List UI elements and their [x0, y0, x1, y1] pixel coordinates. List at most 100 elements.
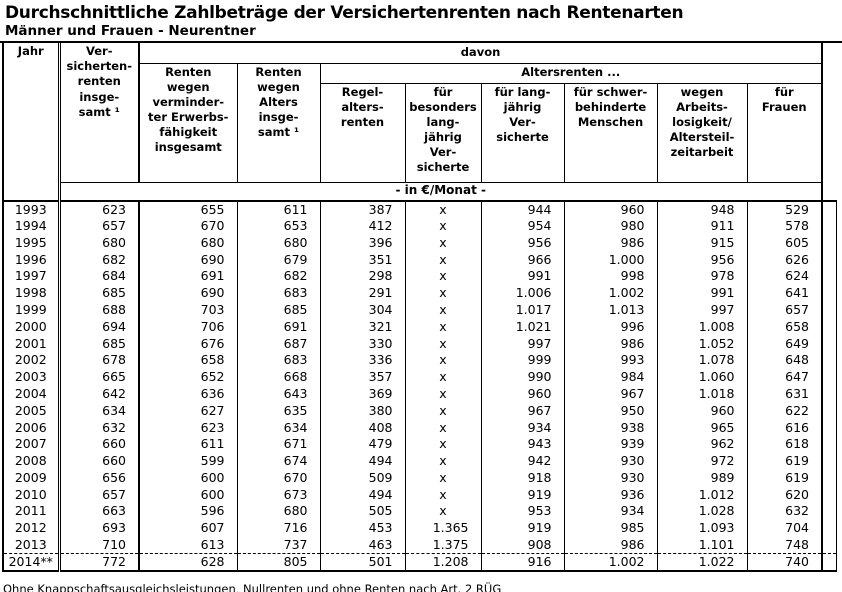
value-cell: 706 — [138, 318, 238, 336]
table-row: 1995 680 680 680 396 x 956 986 915 605 — [2, 234, 837, 252]
value-cell: x — [404, 385, 482, 403]
value-cell: 648 — [746, 352, 823, 369]
year-cell: 2004 — [2, 385, 61, 403]
value-cell: 396 — [319, 234, 406, 252]
value-cell: 321 — [319, 318, 406, 336]
value-cell: x — [404, 486, 482, 504]
value-cell: 740 — [746, 553, 823, 572]
value-cell: 1.060 — [656, 368, 748, 386]
value-cell: 660 — [58, 436, 140, 453]
value-cell: 453 — [319, 520, 406, 537]
pension-table: Jahr Ver- sicherten- renten insge- samt … — [2, 43, 837, 572]
year-cell: 2008 — [2, 452, 61, 470]
value-cell: 529 — [746, 200, 823, 218]
table-row: 2010 657 600 673 494 x 919 936 1.012 620 — [2, 486, 837, 504]
year-cell: 1999 — [2, 301, 61, 319]
value-cell: 1.017 — [480, 301, 565, 319]
spacer-cell — [821, 436, 837, 453]
value-cell: 680 — [236, 234, 321, 252]
table-row: 2002 678 658 683 336 x 999 993 1.078 648 — [2, 352, 837, 369]
spacer-cell — [821, 402, 837, 420]
value-cell: 710 — [58, 536, 140, 554]
value-cell: 652 — [138, 368, 238, 386]
value-cell: 1.052 — [656, 335, 748, 353]
value-cell: 369 — [319, 385, 406, 403]
table-row: 2001 685 676 687 330 x 997 986 1.052 649 — [2, 335, 837, 353]
value-cell: 990 — [480, 368, 565, 386]
value-cell: 997 — [480, 335, 565, 353]
value-cell: 631 — [746, 385, 823, 403]
value-cell: 704 — [746, 520, 823, 537]
value-cell: 919 — [480, 486, 565, 504]
value-cell: 678 — [58, 352, 140, 369]
table-row: 2000 694 706 691 321 x 1.021 996 1.008 658 — [2, 318, 837, 336]
value-cell: 936 — [563, 486, 658, 504]
value-cell: 357 — [319, 368, 406, 386]
value-cell: 649 — [746, 335, 823, 353]
spacer-cell — [821, 553, 837, 572]
spacer-cell — [821, 318, 837, 336]
value-cell: 703 — [138, 301, 238, 319]
table-row: 2003 665 652 668 357 x 990 984 1.060 647 — [2, 368, 837, 386]
value-cell: 960 — [656, 402, 748, 420]
value-cell: x — [404, 268, 482, 285]
year-cell: 2000 — [2, 318, 61, 336]
value-cell: 655 — [138, 200, 238, 218]
value-cell: 1.002 — [563, 284, 658, 302]
value-cell: 998 — [563, 268, 658, 285]
value-cell: 656 — [58, 469, 140, 487]
year-cell: 2013 — [2, 536, 61, 554]
table-row: 2008 660 599 674 494 x 942 930 972 619 — [2, 452, 837, 470]
value-cell: 915 — [656, 234, 748, 252]
value-cell: 1.002 — [563, 553, 658, 572]
value-cell: 748 — [746, 536, 823, 554]
spacer-cell — [821, 352, 837, 369]
value-cell: 996 — [563, 318, 658, 336]
value-cell: 953 — [480, 503, 565, 521]
value-cell: 943 — [480, 436, 565, 453]
year-cell: 2002 — [2, 352, 61, 369]
value-cell: 694 — [58, 318, 140, 336]
value-cell: 1.021 — [480, 318, 565, 336]
spacer-cell — [821, 536, 837, 554]
group-header-davon: davon — [138, 43, 823, 64]
spacer-cell — [821, 368, 837, 386]
value-cell: 596 — [138, 503, 238, 521]
value-cell: 607 — [138, 520, 238, 537]
value-cell: 578 — [746, 217, 823, 235]
value-cell: 509 — [319, 469, 406, 487]
value-cell: 991 — [480, 268, 565, 285]
value-cell: x — [404, 200, 482, 218]
footnote: Ohne Knappschaftsausgleichsleistungen, N… — [3, 582, 502, 592]
value-cell: 660 — [58, 452, 140, 470]
value-cell: x — [404, 352, 482, 369]
value-cell: 737 — [236, 536, 321, 554]
value-cell: 680 — [58, 234, 140, 252]
value-cell: x — [404, 452, 482, 470]
year-cell: 1996 — [2, 251, 61, 269]
year-cell: 1998 — [2, 284, 61, 302]
value-cell: x — [404, 368, 482, 386]
value-cell: 479 — [319, 436, 406, 453]
value-cell: 690 — [138, 251, 238, 269]
value-cell: 684 — [58, 268, 140, 285]
value-cell: 1.365 — [404, 520, 482, 537]
year-cell: 2010 — [2, 486, 61, 504]
value-cell: 1.013 — [563, 301, 658, 319]
value-cell: 986 — [563, 234, 658, 252]
value-cell: 978 — [656, 268, 748, 285]
value-cell: 938 — [563, 419, 658, 437]
value-cell: 501 — [319, 553, 406, 572]
value-cell: 934 — [563, 503, 658, 521]
table-row: 1996 682 690 679 351 x 966 1.000 956 626 — [2, 251, 837, 269]
value-cell: 653 — [236, 217, 321, 235]
value-cell: 387 — [319, 200, 406, 218]
value-cell: 942 — [480, 452, 565, 470]
year-cell: 2003 — [2, 368, 61, 386]
table-row: 2013 710 613 737 463 1.375 908 986 1.101 748 — [2, 536, 837, 554]
value-cell: 599 — [138, 452, 238, 470]
column-header-schwerbehinderte: für schwer- behinderte Menschen — [563, 82, 658, 183]
value-cell: 351 — [319, 251, 406, 269]
column-header-jahr: Jahr — [2, 43, 61, 202]
value-cell: x — [404, 469, 482, 487]
